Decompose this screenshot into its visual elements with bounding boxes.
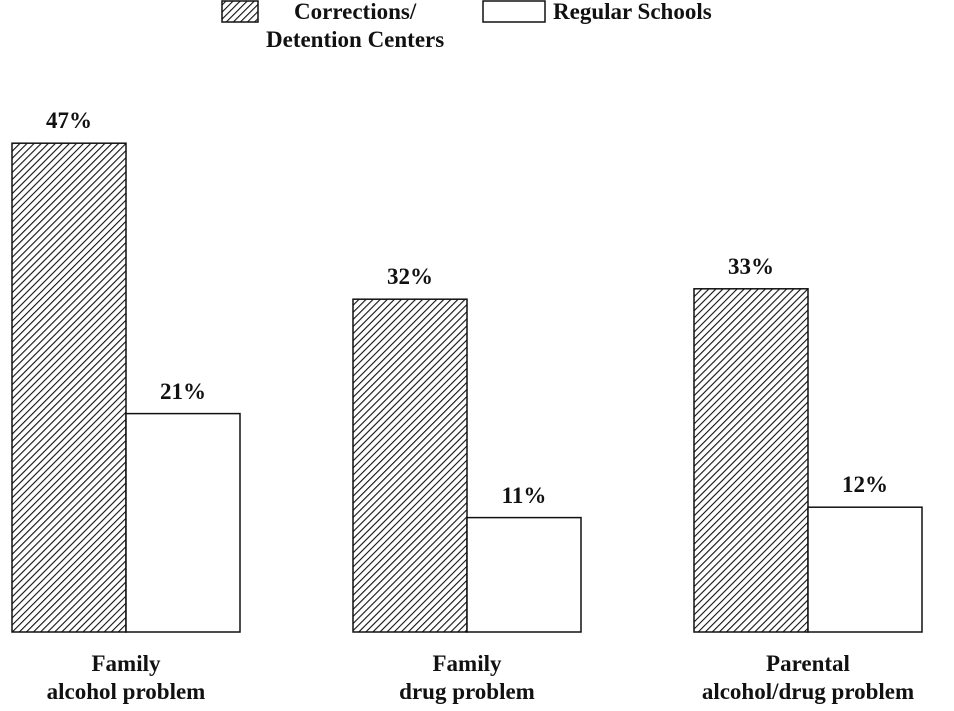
legend-swatch [221, 0, 259, 23]
x-tick-label: Parental alcohol/drug problem [701, 651, 915, 704]
bar [466, 516, 582, 633]
bar [352, 298, 468, 633]
bar [125, 412, 241, 633]
value-label: 12% [842, 472, 888, 498]
value-label: 11% [501, 482, 547, 508]
bar [11, 142, 127, 633]
value-label: 32% [387, 264, 433, 290]
value-label: 21% [160, 378, 206, 404]
x-tick-label: Family drug problem [399, 651, 535, 704]
x-tick-label: Family alcohol problem [46, 651, 206, 704]
legend-label: Regular Schools [553, 0, 712, 24]
bar [807, 506, 923, 633]
legend-swatch [482, 0, 546, 23]
bar [693, 288, 809, 633]
legend-label: Corrections/ Detention Centers [266, 0, 445, 52]
value-label: 33% [728, 253, 774, 279]
value-label: 47% [46, 108, 92, 134]
